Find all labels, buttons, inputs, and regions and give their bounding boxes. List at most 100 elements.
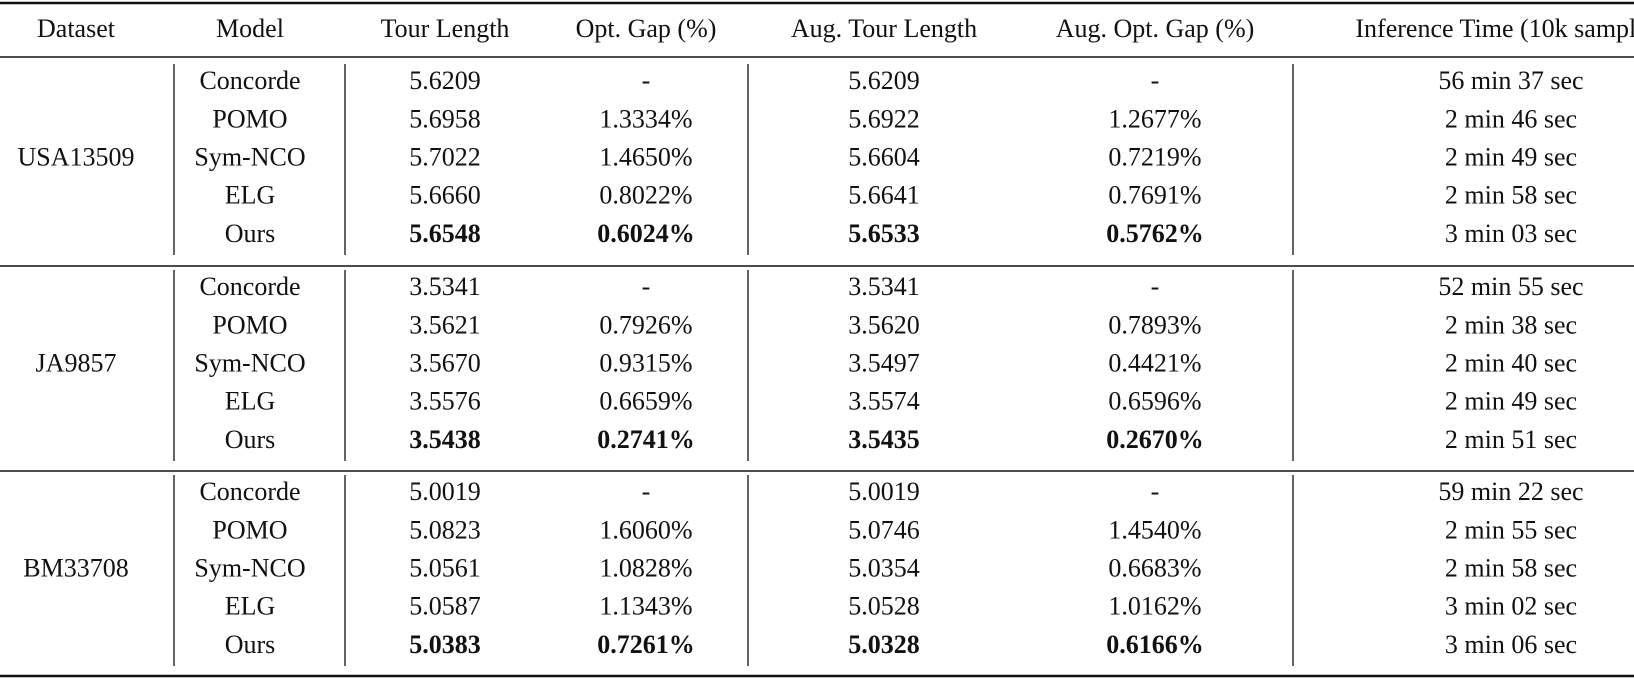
model-cell: ELG: [225, 181, 276, 210]
model-cell: ELG: [225, 592, 276, 621]
model-cell: ELG: [225, 387, 276, 416]
value-cell: 5.0587: [409, 592, 481, 621]
header-cell: Model: [216, 14, 284, 43]
value-cell: 0.6683%: [1108, 553, 1201, 582]
value-cell: 5.6209: [848, 66, 920, 95]
model-cell: Ours: [225, 219, 276, 248]
value-cell: 5.6209: [409, 66, 481, 95]
value-cell: 3.5574: [848, 387, 920, 416]
value-cell: 5.0019: [409, 477, 481, 506]
model-cell: Concorde: [199, 66, 300, 95]
value-cell: 5.6922: [848, 104, 920, 133]
value-cell: 5.6958: [409, 104, 481, 133]
model-cell: POMO: [212, 310, 287, 339]
value-cell: 5.6604: [848, 142, 920, 171]
value-cell: 2 min 51 sec: [1445, 425, 1577, 454]
value-cell: 56 min 37 sec: [1438, 66, 1583, 95]
value-cell: 59 min 22 sec: [1438, 477, 1583, 506]
value-cell: -: [1151, 272, 1160, 301]
value-cell: -: [1151, 66, 1160, 95]
value-cell: -: [1151, 477, 1160, 506]
value-cell: 3.5341: [409, 272, 481, 301]
value-cell: 0.6596%: [1108, 387, 1201, 416]
model-cell: Concorde: [199, 477, 300, 506]
dataset-cell: JA9857: [36, 348, 117, 377]
value-cell: 0.7926%: [599, 310, 692, 339]
value-cell: 0.7691%: [1108, 181, 1201, 210]
value-cell: 5.6660: [409, 181, 481, 210]
value-cell: 5.6641: [848, 181, 920, 210]
value-cell: 0.7261%: [597, 630, 695, 659]
value-cell: 0.7893%: [1108, 310, 1201, 339]
model-cell: POMO: [212, 104, 287, 133]
dataset-cell: BM33708: [23, 553, 128, 582]
value-cell: 0.9315%: [599, 348, 692, 377]
header-cell: Aug. Opt. Gap (%): [1056, 14, 1255, 43]
value-cell: 5.0561: [409, 553, 481, 582]
value-cell: -: [642, 66, 651, 95]
value-cell: 0.2670%: [1106, 425, 1204, 454]
value-cell: 2 min 49 sec: [1445, 387, 1577, 416]
model-cell: Concorde: [199, 272, 300, 301]
value-cell: -: [642, 477, 651, 506]
value-cell: 2 min 55 sec: [1445, 515, 1577, 544]
header-cell: Opt. Gap (%): [576, 14, 717, 43]
value-cell: 1.4540%: [1108, 515, 1201, 544]
value-cell: 5.0746: [848, 515, 920, 544]
header-cell: Dataset: [37, 14, 116, 43]
dataset-cell: USA13509: [17, 142, 134, 171]
header-cell: Tour Length: [381, 14, 510, 43]
value-cell: -: [642, 272, 651, 301]
value-cell: 5.0823: [409, 515, 481, 544]
value-cell: 0.5762%: [1106, 219, 1204, 248]
value-cell: 5.0328: [848, 630, 920, 659]
value-cell: 2 min 58 sec: [1445, 181, 1577, 210]
value-cell: 3 min 02 sec: [1445, 592, 1577, 621]
value-cell: 5.0383: [409, 630, 481, 659]
model-cell: Sym-NCO: [194, 348, 305, 377]
value-cell: 2 min 38 sec: [1445, 310, 1577, 339]
value-cell: 3.5438: [409, 425, 481, 454]
value-cell: 3 min 03 sec: [1445, 219, 1577, 248]
value-cell: 0.8022%: [599, 181, 692, 210]
model-cell: Sym-NCO: [194, 142, 305, 171]
value-cell: 5.0528: [848, 592, 920, 621]
value-cell: 1.6060%: [599, 515, 692, 544]
value-cell: 0.4421%: [1108, 348, 1201, 377]
model-cell: POMO: [212, 515, 287, 544]
value-cell: 0.6659%: [599, 387, 692, 416]
value-cell: 1.0162%: [1108, 592, 1201, 621]
value-cell: 3.5435: [848, 425, 920, 454]
value-cell: 1.2677%: [1108, 104, 1201, 133]
value-cell: 1.0828%: [599, 553, 692, 582]
value-cell: 5.0019: [848, 477, 920, 506]
value-cell: 0.2741%: [597, 425, 695, 454]
value-cell: 3.5621: [409, 310, 481, 339]
model-cell: Ours: [225, 630, 276, 659]
value-cell: 0.7219%: [1108, 142, 1201, 171]
value-cell: 5.6548: [409, 219, 481, 248]
header-cell: Inference Time (10k samples): [1355, 14, 1634, 43]
value-cell: 1.4650%: [599, 142, 692, 171]
value-cell: 5.0354: [848, 553, 920, 582]
model-cell: Ours: [225, 425, 276, 454]
value-cell: 52 min 55 sec: [1438, 272, 1583, 301]
value-cell: 3.5620: [848, 310, 920, 339]
model-cell: Sym-NCO: [194, 553, 305, 582]
value-cell: 2 min 40 sec: [1445, 348, 1577, 377]
value-cell: 1.1343%: [599, 592, 692, 621]
value-cell: 0.6166%: [1106, 630, 1204, 659]
value-cell: 2 min 46 sec: [1445, 104, 1577, 133]
value-cell: 2 min 58 sec: [1445, 553, 1577, 582]
value-cell: 5.7022: [409, 142, 481, 171]
value-cell: 3.5670: [409, 348, 481, 377]
value-cell: 5.6533: [848, 219, 920, 248]
value-cell: 3.5341: [848, 272, 920, 301]
value-cell: 3 min 06 sec: [1445, 630, 1577, 659]
value-cell: 1.3334%: [599, 104, 692, 133]
value-cell: 3.5497: [848, 348, 920, 377]
value-cell: 2 min 49 sec: [1445, 142, 1577, 171]
value-cell: 0.6024%: [597, 219, 695, 248]
